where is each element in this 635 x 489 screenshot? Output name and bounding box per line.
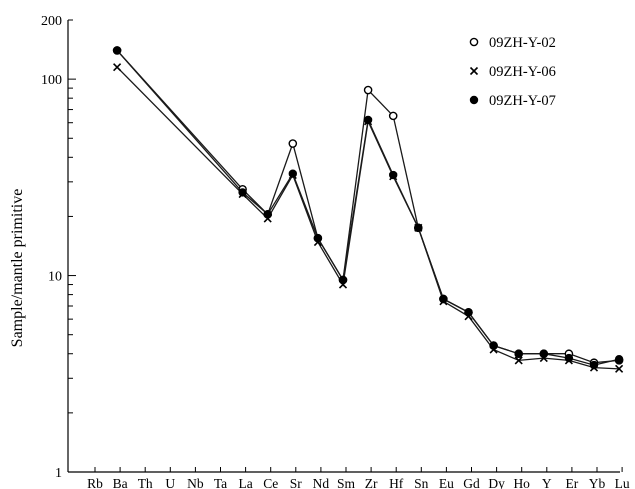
y-tick-label: 10 xyxy=(48,270,62,285)
x-tick-label-nb: Nb xyxy=(187,476,204,489)
data-point xyxy=(313,233,323,243)
x-tick-label-ta: Ta xyxy=(214,476,227,489)
data-point xyxy=(439,294,448,304)
data-point xyxy=(388,111,398,121)
legend-marker xyxy=(469,95,479,105)
data-point xyxy=(589,360,599,370)
data-point xyxy=(238,188,247,197)
series-layer xyxy=(112,46,624,373)
y-axis-label: Sample/mantle primitive xyxy=(9,189,26,348)
data-point xyxy=(614,355,624,364)
axes: 1 10 100 200 Rb Ba Th U Nb Ta La Ce Sr Nd Sm Zr Hf Sn Eu Gd… xyxy=(41,14,630,489)
y-tick-label: 200 xyxy=(41,14,62,29)
data-point xyxy=(489,341,498,350)
legend-item: 09ZH-Y-07 xyxy=(469,93,556,109)
x-tick-label-sn: Sn xyxy=(414,476,429,489)
data-point xyxy=(263,210,272,219)
data-point xyxy=(288,169,297,178)
legend-item: 09ZH-Y-02 xyxy=(469,35,556,51)
data-point xyxy=(539,349,548,358)
data-point xyxy=(464,308,473,317)
data-point xyxy=(414,223,423,233)
series-09zh-y-07 xyxy=(112,46,624,370)
x-tick-label-th: Th xyxy=(138,476,153,489)
data-point xyxy=(363,115,373,125)
legend-item: 09ZH-Y-06 xyxy=(469,64,556,80)
x-tick-label-sr: Sr xyxy=(290,476,303,489)
legend-label: 09ZH-Y-06 xyxy=(489,64,556,80)
legend-label: 09ZH-Y-02 xyxy=(489,35,556,51)
y-tick-label: 1 xyxy=(55,466,62,481)
data-point xyxy=(363,85,373,95)
x-tick-label-dy: Dy xyxy=(488,476,505,489)
x-tick-label-sm: Sm xyxy=(337,476,356,489)
x-tick-label-eu: Eu xyxy=(439,476,454,489)
x-tick-label-y: Y xyxy=(542,476,552,489)
x-tick-label-rb: Rb xyxy=(87,476,103,489)
series-09zh-y-06 xyxy=(113,63,624,373)
x-tick-label-ho: Ho xyxy=(513,476,530,489)
x-tick-label-lu: Lu xyxy=(615,476,630,489)
data-point xyxy=(514,356,523,365)
x-tick-label-u: U xyxy=(165,476,175,489)
x-tick-label-la: La xyxy=(238,476,252,489)
x-tick-label-hf: Hf xyxy=(389,476,404,489)
data-point xyxy=(389,170,398,180)
data-point xyxy=(564,353,574,363)
x-tick-label-er: Er xyxy=(566,476,579,489)
x-tick-label-gd: Gd xyxy=(463,476,480,489)
legend: 09ZH-Y-02 09ZH-Y-06 09ZH-Y-07 xyxy=(469,35,556,109)
legend-marker xyxy=(469,66,479,76)
data-point xyxy=(615,364,624,373)
data-point xyxy=(113,63,122,72)
data-point xyxy=(338,275,348,285)
legend-marker xyxy=(469,37,479,47)
x-tick-label-ba: Ba xyxy=(113,476,128,489)
series-line xyxy=(116,66,620,370)
x-tick-label-ce: Ce xyxy=(263,476,278,489)
data-point xyxy=(112,46,122,55)
y-tick-label: 100 xyxy=(41,73,62,88)
data-point xyxy=(514,349,523,358)
data-point xyxy=(288,139,298,148)
x-tick-label-zr: Zr xyxy=(365,476,378,489)
legend-label: 09ZH-Y-07 xyxy=(489,93,556,109)
x-tick-label-nd: Nd xyxy=(313,476,330,489)
x-tick-label-yb: Yb xyxy=(589,476,606,489)
